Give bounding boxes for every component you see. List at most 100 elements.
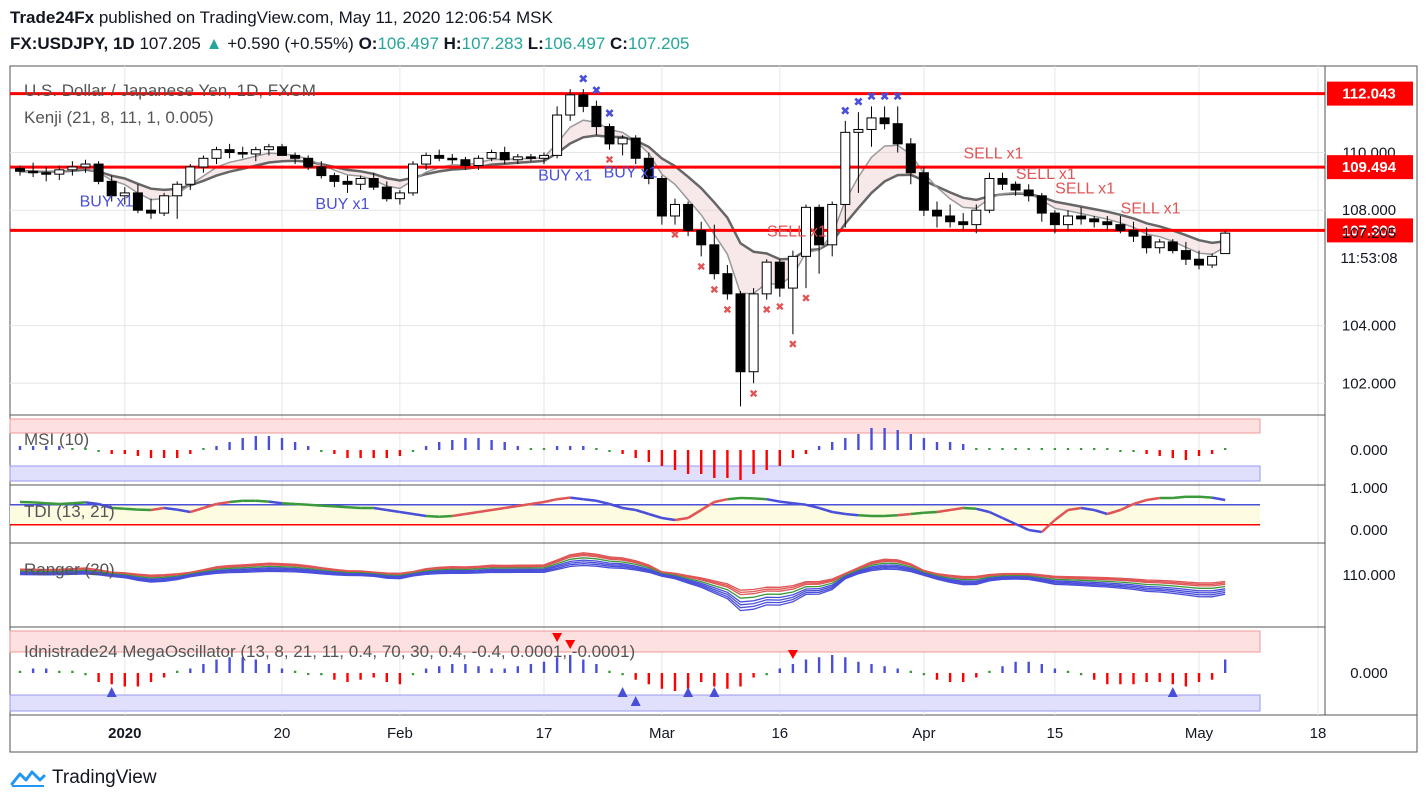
histogram-bar — [189, 668, 192, 673]
histogram-bar — [673, 450, 677, 470]
candle-body — [1128, 229, 1139, 237]
histogram-bar — [660, 673, 664, 689]
histogram-bar — [726, 450, 729, 478]
candle-body — [172, 183, 183, 197]
tdi-segment — [727, 496, 741, 501]
change-arrow-icon: ▲ — [205, 34, 223, 53]
candle-body — [958, 221, 969, 226]
ranger-pane[interactable] — [19, 552, 1226, 612]
last-price-label: 107.205 — [1342, 225, 1396, 242]
tdi-segment — [399, 510, 414, 516]
candle — [28, 162, 39, 178]
tradingview-logo-icon — [10, 770, 46, 787]
histogram-bar — [870, 664, 873, 673]
histogram-bar — [307, 446, 310, 450]
candle-body — [591, 105, 602, 128]
candle-body — [709, 244, 720, 275]
histogram-bar — [1040, 448, 1043, 450]
tdi-segment — [1146, 496, 1160, 502]
candle — [552, 106, 563, 159]
candle — [421, 152, 432, 170]
overbought-band — [9, 630, 1261, 653]
histogram-bar — [804, 450, 808, 454]
candle — [866, 106, 877, 147]
high-label: H: — [443, 34, 462, 53]
histogram-bar — [398, 673, 402, 685]
histogram-bar — [176, 670, 179, 673]
footer-brand[interactable]: TradingView — [10, 767, 157, 789]
candle-body — [263, 146, 274, 151]
tdi-segment — [426, 514, 440, 519]
histogram-bar — [136, 673, 140, 687]
y-tick-label: 0.000 — [1350, 442, 1388, 459]
tdi-segment — [714, 497, 728, 504]
candle-body — [132, 192, 143, 211]
tdi-segment — [897, 512, 911, 517]
msi-pane[interactable] — [9, 418, 1261, 482]
buy-signal: BUY x1 — [315, 196, 369, 213]
histogram-bar — [1132, 673, 1135, 685]
candle — [604, 123, 615, 150]
histogram-bar — [202, 664, 205, 673]
tdi-segment — [189, 506, 204, 514]
candle-body — [1167, 241, 1178, 252]
tdi-segment — [1080, 506, 1095, 512]
price-level-label: 112.043 — [1342, 86, 1395, 103]
histogram-bar — [241, 438, 244, 450]
tdi-segment — [1028, 528, 1042, 534]
tdi-segment — [884, 513, 898, 518]
histogram-bar — [1224, 448, 1227, 450]
candle-body — [866, 117, 877, 130]
candle-body — [368, 177, 379, 188]
publisher-name: Trade24Fx — [10, 8, 95, 27]
x-tick-label: May — [1185, 725, 1214, 742]
histogram-bar — [739, 673, 742, 687]
tdi-neutral-band — [10, 504, 1260, 525]
tdi-segment — [85, 501, 99, 506]
sell-signal: SELL x1 — [963, 146, 1023, 163]
oversold-band — [9, 465, 1261, 482]
candle-body — [434, 154, 445, 159]
signal-marker: ✖ — [880, 89, 890, 103]
tdi-segment — [334, 505, 348, 509]
tdi-segment — [988, 510, 1004, 520]
candle-body — [814, 206, 825, 246]
candle-body — [735, 293, 746, 373]
candle — [1167, 239, 1178, 254]
tdi-segment — [910, 511, 925, 516]
candle — [329, 172, 340, 188]
ranger-series-line — [19, 557, 1226, 599]
candle-body — [918, 172, 929, 211]
candle-body — [67, 166, 78, 171]
histogram-bar — [320, 673, 323, 676]
candle — [250, 146, 261, 162]
histogram-bar — [490, 668, 493, 673]
histogram-bar — [1184, 673, 1188, 687]
tdi-segment — [556, 496, 571, 501]
histogram-bar — [1079, 448, 1083, 450]
tdi-pane[interactable] — [10, 495, 1260, 534]
pane-title: TDI (13, 21) — [24, 502, 115, 521]
x-tick-label: 18 — [1310, 725, 1327, 742]
histogram-bar — [1001, 666, 1004, 673]
low-value: 106.497 — [543, 34, 606, 53]
signal-marker: ✖ — [840, 104, 850, 118]
pane-titles: U.S. Dollar / Japanese Yen, 1D, FXCM Kenj… — [24, 81, 635, 661]
candle-body — [617, 137, 628, 145]
candle — [146, 198, 156, 219]
megaoscillator-pane[interactable] — [9, 630, 1261, 712]
signal-marker: ✖ — [670, 230, 679, 242]
tdi-segment — [687, 508, 702, 520]
signal-triangle — [1167, 687, 1178, 697]
histogram-bar — [595, 448, 598, 450]
histogram-bar — [621, 673, 624, 676]
candle — [905, 138, 916, 185]
histogram-bar — [189, 450, 192, 454]
candle — [15, 165, 25, 176]
y-tick-label: 0.000 — [1350, 522, 1388, 539]
candle — [67, 161, 78, 176]
histogram-bar — [988, 670, 991, 673]
tdi-segment — [583, 497, 597, 503]
